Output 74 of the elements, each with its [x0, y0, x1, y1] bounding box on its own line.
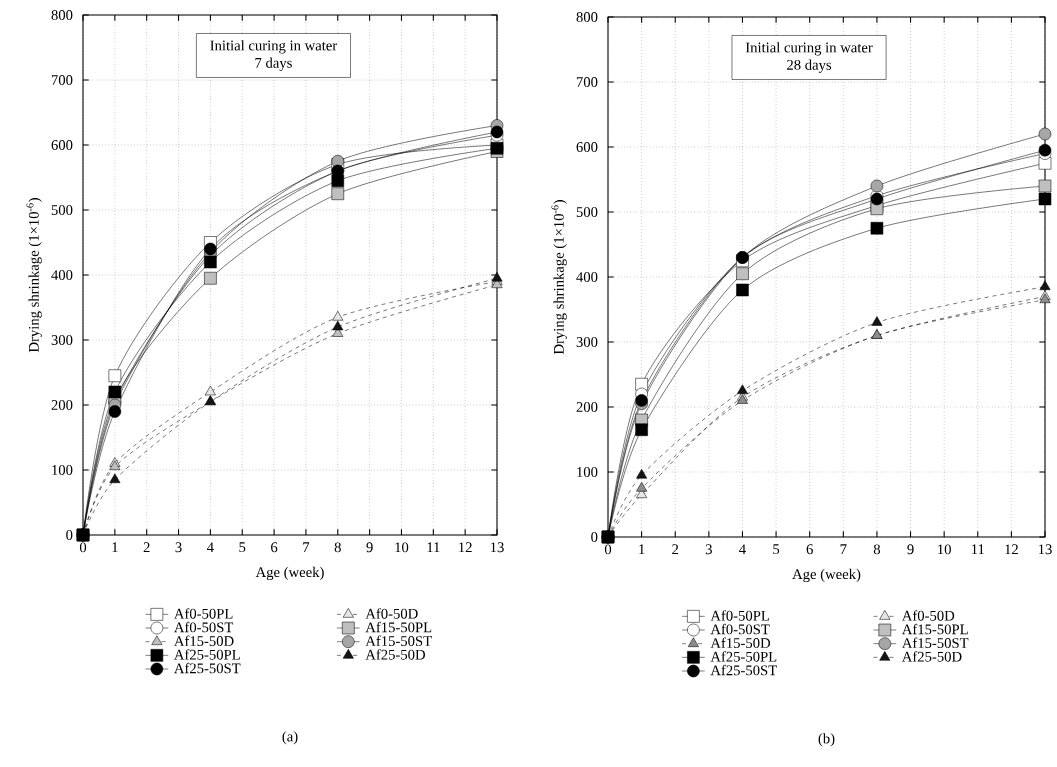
- legend-label: Af15-50D: [710, 637, 771, 648]
- x-tick-label: 5: [239, 542, 246, 553]
- x-tick-label: 7: [840, 544, 847, 554]
- x-tick-label: 0: [79, 542, 87, 553]
- annotation: 7 days: [255, 57, 292, 71]
- y-tick-label: 0: [591, 532, 598, 542]
- x-tick-label: 11: [972, 544, 984, 555]
- legend-label: Af25-50PL: [174, 649, 240, 660]
- x-tick-label: 13: [1038, 544, 1052, 555]
- x-tick-label: 12: [459, 542, 472, 553]
- annotation: Initial curing in water: [210, 40, 338, 54]
- legend-label: Af15-50ST: [901, 637, 969, 648]
- legend-label: Af0-50PL: [710, 610, 769, 621]
- x-tick-label: 8: [334, 542, 341, 553]
- legend-label: Af0-50ST: [710, 623, 770, 635]
- y-tick-label: 700: [51, 75, 73, 85]
- x-tick-label: 6: [271, 542, 278, 553]
- y-tick-label: 500: [51, 205, 73, 215]
- x-tick-label: 5: [773, 544, 780, 555]
- annotation: Initial curing in water: [745, 42, 873, 56]
- x-axis-title: Age (week): [255, 566, 324, 581]
- y-tick-label: 600: [51, 140, 73, 150]
- legend-label: Af15-50ST: [365, 635, 432, 646]
- legend-label: Af25-50ST: [710, 664, 777, 676]
- x-tick-label: 4: [207, 542, 214, 553]
- legend-label: Af0-50PL: [174, 608, 233, 619]
- y-tick-label: 600: [576, 142, 598, 152]
- x-tick-label: 6: [806, 544, 813, 555]
- y-axis-title: Drying shrinkage (1×10$^{-6}$): [26, 198, 42, 353]
- legend-label: Af15-50PL: [901, 623, 968, 635]
- y-tick-label: 200: [576, 402, 598, 412]
- x-tick-label: 8: [873, 544, 881, 555]
- y-tick-label: 400: [576, 272, 598, 282]
- text: (b): [818, 733, 835, 747]
- y-tick-label: 400: [51, 270, 73, 280]
- y-tick-label: 800: [51, 10, 73, 20]
- y-axis-title: Drying shrinkage (1×10$^{-6}$): [551, 200, 567, 355]
- x-tick-label: 3: [705, 544, 712, 555]
- y-tick-label: 200: [51, 400, 73, 410]
- x-tick-label: 12: [1005, 544, 1018, 555]
- annotation: 28 days: [787, 59, 832, 73]
- x-tick-label: 0: [604, 544, 612, 555]
- legend-label: Af0-50ST: [174, 621, 234, 633]
- x-tick-label: 1: [639, 544, 645, 555]
- legend-label: Af0-50D: [901, 610, 955, 621]
- x-tick-label: 3: [175, 542, 182, 553]
- legend-label: Af15-50PL: [365, 621, 432, 633]
- legend-label: Af25-50D: [365, 649, 425, 660]
- y-tick-label: 500: [576, 207, 598, 217]
- x-tick-label: 9: [366, 542, 373, 553]
- legend-label: Af0-50D: [365, 608, 418, 619]
- y-tick-label: 700: [576, 77, 598, 87]
- legend-label: Af15-50D: [174, 635, 234, 646]
- x-tick-label: 9: [907, 544, 914, 555]
- x-tick-label: 11: [427, 542, 440, 553]
- x-axis-title: Age (week): [792, 568, 861, 583]
- x-tick-label: 10: [938, 544, 951, 555]
- y-tick-label: 300: [51, 335, 73, 345]
- x-tick-label: 7: [303, 542, 310, 552]
- legend-label: Af25-50PL: [710, 651, 777, 662]
- text: (a): [282, 731, 298, 745]
- y-tick-label: 300: [576, 337, 598, 347]
- x-tick-label: 2: [672, 544, 679, 555]
- y-tick-label: 100: [577, 467, 598, 477]
- y-tick-label: 0: [66, 530, 73, 540]
- x-tick-label: 13: [490, 542, 504, 553]
- y-tick-label: 100: [52, 465, 73, 475]
- legend-label: Af25-50ST: [174, 662, 241, 674]
- y-tick-label: 800: [576, 12, 598, 22]
- x-tick-label: 2: [143, 542, 150, 553]
- x-tick-label: 4: [739, 544, 746, 555]
- x-tick-label: 1: [112, 542, 118, 553]
- x-tick-label: 10: [395, 542, 409, 553]
- legend-label: Af25-50D: [901, 651, 962, 662]
